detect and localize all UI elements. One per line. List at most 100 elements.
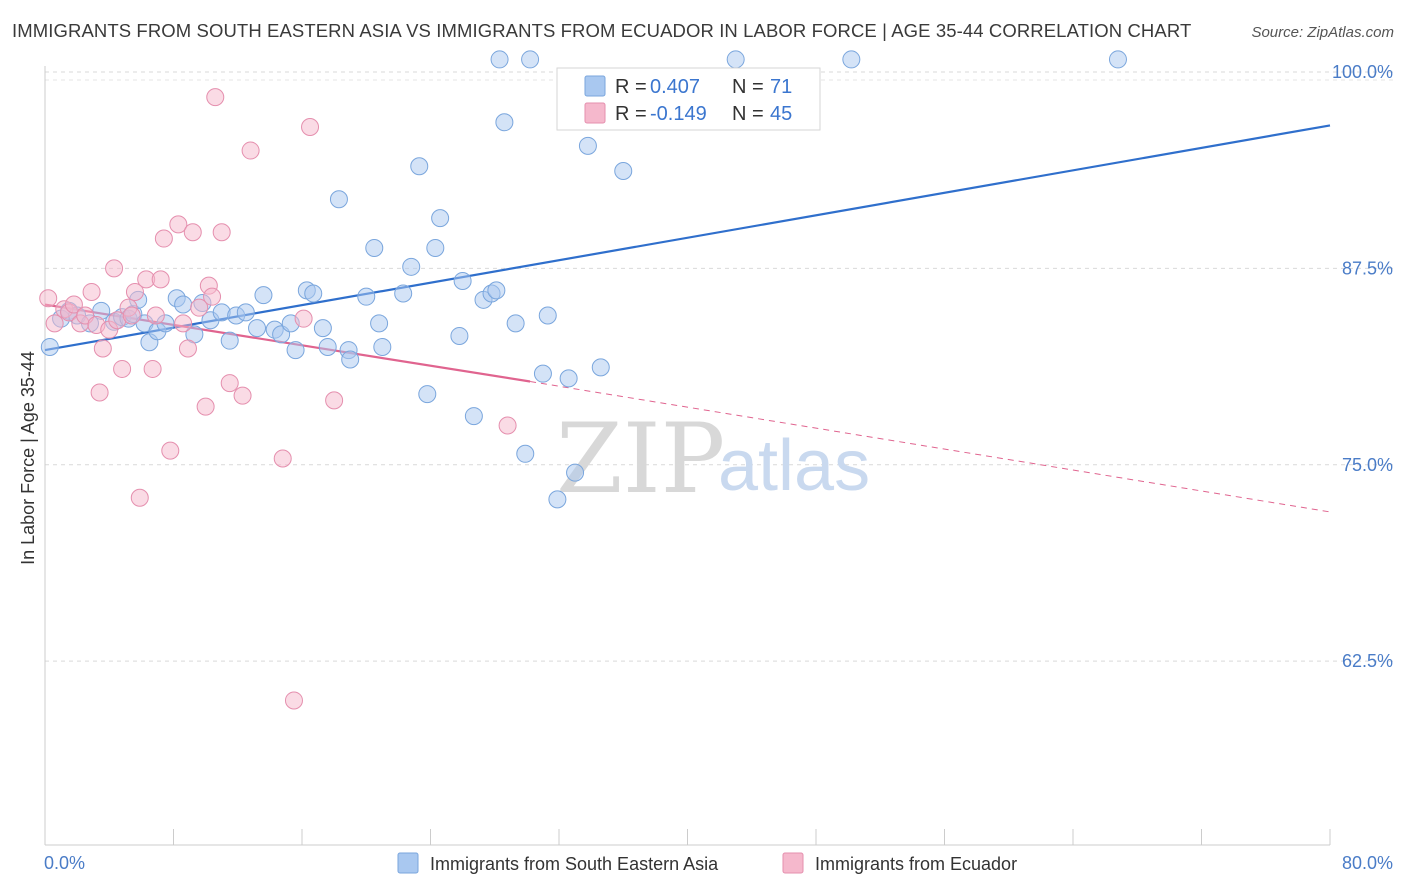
point-s0-37	[357, 287, 376, 306]
watermark: ZIP atlas	[556, 403, 870, 515]
point-s0-47	[450, 326, 469, 345]
y-tick-label-2: 87.5%	[1342, 258, 1393, 278]
stats-r-value-0: 0.407	[650, 76, 700, 98]
point-s1-42	[325, 391, 344, 410]
gridlines	[45, 71, 1393, 662]
point-s0-32	[313, 319, 332, 338]
point-s1-7	[82, 282, 101, 301]
chart-title: IMMIGRANTS FROM SOUTH EASTERN ASIA VS IM…	[12, 20, 1192, 41]
point-s0-40	[373, 337, 392, 356]
point-s0-49	[464, 407, 483, 426]
point-s1-22	[151, 270, 170, 289]
point-s1-39	[284, 691, 303, 710]
point-s0-66	[726, 50, 745, 69]
stats-n-value-1: 45	[770, 103, 792, 125]
point-s0-24	[248, 319, 267, 338]
point-s1-43	[498, 416, 517, 435]
point-s0-43	[410, 157, 429, 176]
point-s0-45	[426, 238, 445, 257]
point-s1-30	[196, 397, 215, 416]
axes	[44, 66, 1331, 846]
point-s0-52	[487, 281, 506, 300]
point-s1-35	[220, 374, 239, 393]
point-s1-23	[154, 229, 173, 248]
legend-item-1[interactable]: Immigrants from Ecuador	[782, 852, 1017, 874]
stats-n-label-1: N =	[732, 103, 764, 125]
point-s1-28	[183, 223, 202, 242]
point-s0-23	[236, 303, 255, 322]
stats-r-label-1: R =	[615, 103, 647, 125]
tick-labels: 62.5% 75.0% 87.5% 100.0% 0.0% 80.0%	[44, 62, 1393, 873]
point-s0-60	[548, 490, 567, 509]
point-s1-33	[206, 88, 225, 107]
y-axis-title: In Labor Force | Age 35-44	[18, 351, 38, 565]
point-s0-46	[431, 209, 450, 228]
point-s0-67	[842, 50, 861, 69]
legend-swatch-0	[397, 852, 419, 874]
point-s1-32	[203, 287, 222, 306]
point-s1-26	[174, 314, 193, 333]
y-tick-label-1: 75.0%	[1342, 455, 1393, 475]
point-s1-34	[212, 223, 231, 242]
point-s1-24	[161, 441, 180, 460]
point-s0-0	[40, 337, 59, 356]
point-s0-68	[1108, 50, 1127, 69]
chart-source: Source: ZipAtlas.com	[1251, 24, 1394, 41]
point-s1-10	[93, 339, 112, 358]
legend-item-0[interactable]: Immigrants from South Eastern Asia	[397, 852, 719, 874]
point-s0-21	[220, 331, 239, 350]
point-s0-61	[559, 369, 578, 388]
point-s1-20	[143, 359, 162, 378]
point-s0-25	[254, 286, 273, 305]
point-s0-29	[286, 341, 305, 360]
point-s1-12	[105, 259, 124, 278]
legend[interactable]: Immigrants from South Eastern Asia Immigr…	[397, 852, 1017, 874]
y-tick-label-0: 62.5%	[1342, 651, 1393, 671]
point-s0-64	[591, 358, 610, 377]
watermark-atlas: atlas	[718, 426, 870, 506]
point-s1-9	[90, 383, 109, 402]
point-s1-4	[64, 295, 83, 314]
point-s0-53	[490, 50, 509, 69]
point-s1-14	[113, 359, 132, 378]
stats-legend: R = 0.407 N = 71 R = -0.149 N = 45	[556, 67, 821, 131]
point-s1-18	[130, 488, 149, 507]
point-s1-37	[241, 141, 260, 160]
point-s0-33	[318, 337, 337, 356]
point-s1-17	[125, 282, 144, 301]
legend-swatch-1	[782, 852, 804, 874]
point-s1-40	[294, 309, 313, 328]
point-s0-65	[614, 161, 633, 180]
point-s0-34	[329, 190, 348, 209]
point-s0-38	[365, 238, 384, 257]
stats-n-value-0: 71	[770, 76, 792, 98]
point-s1-27	[178, 339, 197, 358]
point-s0-42	[402, 257, 421, 276]
point-s1-1	[45, 314, 64, 333]
stats-swatch-0	[584, 75, 606, 97]
legend-label-0: Immigrants from South Eastern Asia	[430, 854, 719, 874]
stats-r-label-0: R =	[615, 76, 647, 98]
x-tick-label-max: 80.0%	[1342, 853, 1393, 873]
point-s0-48	[453, 271, 472, 290]
point-s0-63	[578, 136, 597, 155]
point-s1-41	[301, 117, 320, 136]
stats-n-label-0: N =	[732, 76, 764, 98]
point-s0-54	[495, 113, 514, 132]
point-s0-36	[341, 350, 360, 369]
point-s0-57	[521, 50, 540, 69]
point-s0-41	[394, 284, 413, 303]
point-s0-39	[370, 314, 389, 333]
point-s0-16	[174, 295, 193, 314]
trend-line-extension-1	[530, 381, 1331, 513]
point-s1-38	[273, 449, 292, 468]
point-s0-55	[506, 314, 525, 333]
stats-swatch-1	[584, 102, 606, 124]
legend-label-1: Immigrants from Ecuador	[815, 854, 1017, 874]
point-s1-0	[39, 289, 58, 308]
stats-r-value-1: -0.149	[650, 103, 707, 125]
point-s1-25	[169, 215, 188, 234]
point-s0-44	[418, 385, 437, 404]
point-s1-36	[233, 386, 252, 405]
